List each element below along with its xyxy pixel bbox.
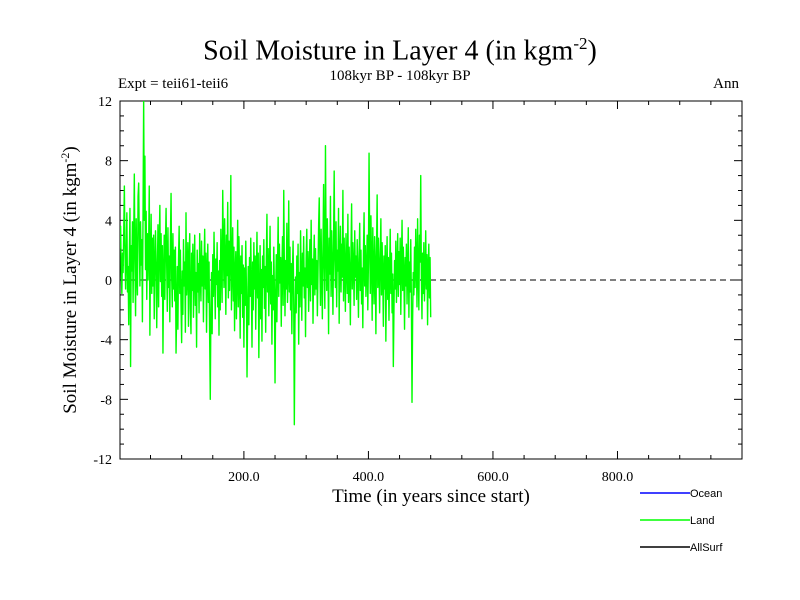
chart-title-main: Soil Moisture in Layer 4 (in kgm: [203, 35, 574, 67]
y-tick-label: -8: [100, 393, 112, 408]
y-tick-label: 8: [105, 155, 112, 170]
y-tick-label: 4: [105, 214, 112, 229]
x-axis-label: Time (in years since start): [332, 486, 530, 507]
legend-label-ocean: Ocean: [690, 488, 722, 500]
chart-subtitle: 108kyr BP - 108kyr BP: [329, 68, 471, 84]
y-tick-label: -12: [93, 453, 112, 468]
chart-title: Soil Moisture in Layer 4 (in kgm-2): [0, 34, 800, 67]
series-line-land: [120, 101, 432, 426]
y-tick-label: -4: [100, 334, 112, 349]
y-tick-label: 0: [105, 274, 112, 289]
legend-label-land: Land: [690, 515, 714, 527]
season-label: Ann: [713, 76, 739, 92]
chart-title-superscript: -2: [573, 34, 588, 53]
legend-label-allsurf: AllSurf: [690, 542, 723, 554]
x-tick-label: 600.0: [477, 470, 509, 485]
x-tick-label: 200.0: [228, 470, 260, 485]
x-tick-label: 800.0: [602, 470, 634, 485]
experiment-label: Expt = teii61-teii6: [118, 76, 229, 92]
y-tick-label: 12: [98, 95, 112, 110]
chart-title-close: ): [587, 35, 597, 67]
x-tick-label: 400.0: [353, 470, 385, 485]
